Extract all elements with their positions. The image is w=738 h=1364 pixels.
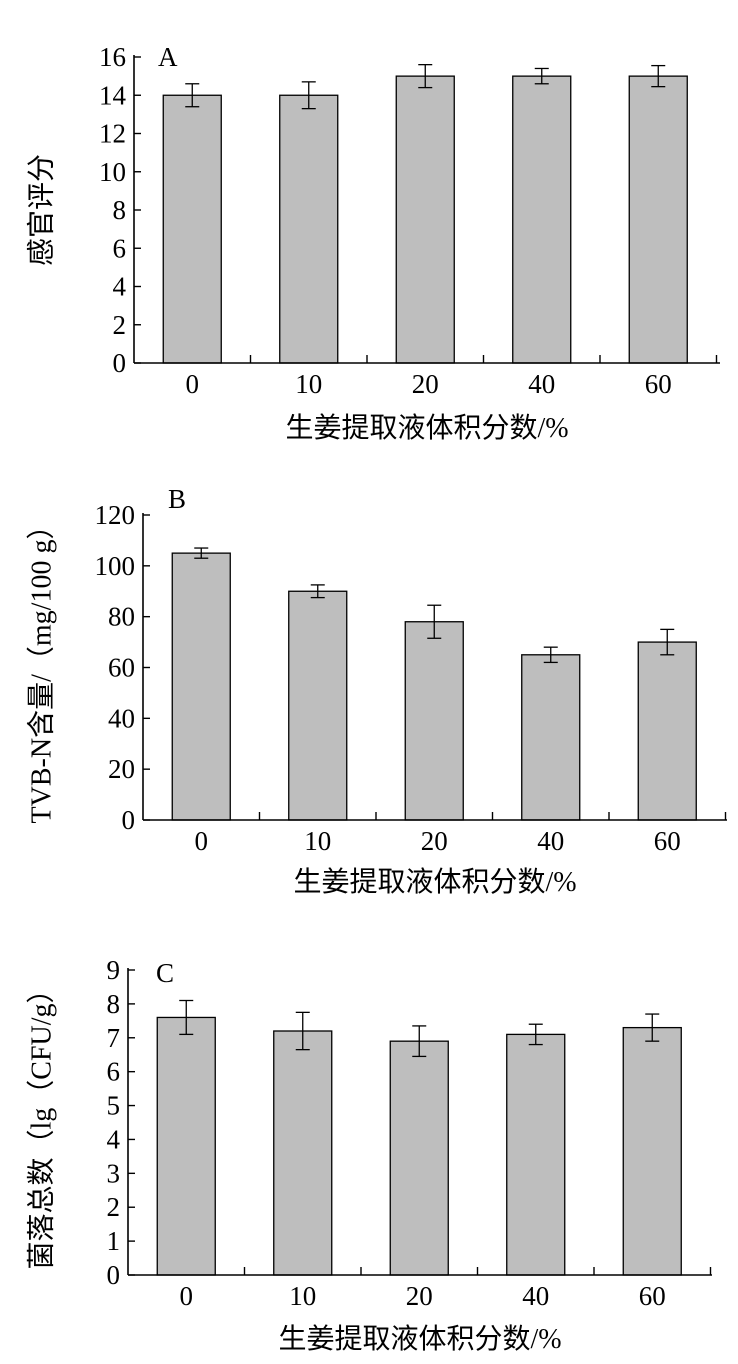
y-tick-label: 1 — [107, 1226, 121, 1256]
bar — [279, 94, 339, 364]
y-tick-label: 12 — [99, 119, 126, 149]
y-tick-label: 3 — [107, 1158, 121, 1188]
bar — [273, 1030, 333, 1276]
bar — [506, 1033, 566, 1276]
x-tick-label: 60 — [639, 1281, 666, 1311]
x-tick-label: 0 — [195, 826, 209, 856]
y-tick-label: 120 — [95, 500, 136, 530]
y-tick-label: 16 — [99, 42, 126, 72]
bar — [288, 590, 348, 821]
x-tick-label: 60 — [645, 369, 672, 399]
x-axis-title: 生姜提取液体积分数/% — [285, 412, 568, 444]
x-axis-title: 生姜提取液体积分数/% — [293, 866, 576, 898]
chart-panel-c: 0 1 2 3 45 6 7 8 9 0 10 20 40 60 C 生姜提取液体积分数/% 菌落总数（lg（C… — [26, 955, 712, 1355]
y-tick-label: 20 — [108, 754, 135, 784]
x-axis-title: 生姜提取液体积分数/% — [278, 1323, 561, 1355]
y-axis-title: 感官评分 — [26, 154, 58, 266]
y-tick-label: 2 — [107, 1192, 121, 1222]
x-tick-label: 20 — [406, 1281, 433, 1311]
bar — [171, 552, 231, 821]
y-tick-label: 8 — [113, 195, 127, 225]
x-tick-label: 20 — [421, 826, 448, 856]
y-tick-label: 0 — [107, 1260, 121, 1290]
panel-label: B — [168, 484, 186, 514]
y-tick-label: 0 — [113, 348, 127, 378]
x-tick-label: 20 — [412, 369, 439, 399]
y-tick-label: 2 — [113, 310, 127, 340]
bar — [404, 621, 464, 821]
bar — [628, 75, 688, 364]
chart-panel-b: 0 20 40 60 80 100 120 0 10 20 40 60 B 生姜提取液体积分数/% TVB-… — [26, 484, 727, 898]
y-tick-label: 4 — [113, 272, 127, 302]
chart-panel-a: 0 2 4 6 8 10 12 14 16 0 10 20 40 60 A 生姜提取液体积分数/% 感官评分 — [26, 42, 720, 444]
y-tick-label: 5 — [107, 1091, 121, 1121]
x-tick-label: 10 — [304, 826, 331, 856]
y-tick-label: 40 — [108, 703, 135, 733]
x-tick-label: 60 — [654, 826, 681, 856]
bar — [162, 94, 222, 364]
x-tick-label: 40 — [537, 826, 564, 856]
x-tick-label: 40 — [528, 369, 555, 399]
x-tick-label: 10 — [295, 369, 322, 399]
bar — [637, 641, 697, 821]
y-tick-label: 4 — [107, 1124, 121, 1154]
y-tick-label: 9 — [107, 955, 121, 985]
panel-label: A — [158, 42, 178, 72]
bar — [622, 1026, 682, 1276]
y-axis-title: TVB-N含量/（mg/100 g） — [26, 512, 58, 824]
y-tick-label: 80 — [108, 602, 135, 632]
bar — [395, 75, 455, 364]
bar — [389, 1040, 449, 1276]
y-tick-label: 6 — [113, 233, 127, 263]
bar — [512, 75, 572, 364]
x-tick-label: 40 — [522, 1281, 549, 1311]
y-tick-label: 10 — [99, 157, 126, 187]
x-tick-label: 0 — [180, 1281, 194, 1311]
y-tick-label: 7 — [107, 1023, 121, 1053]
y-tick-label: 60 — [108, 653, 135, 683]
bar — [521, 654, 581, 821]
x-tick-label: 0 — [186, 369, 200, 399]
y-tick-label: 8 — [107, 989, 121, 1019]
y-tick-label: 14 — [99, 80, 127, 110]
y-tick-label: 6 — [107, 1057, 121, 1087]
y-tick-label: 100 — [95, 551, 136, 581]
x-tick-label: 10 — [289, 1281, 316, 1311]
bar — [156, 1016, 216, 1276]
y-axis-title: 菌落总数（lg（CFU/g） — [26, 975, 58, 1269]
y-tick-label: 0 — [122, 805, 136, 835]
panel-label: C — [156, 958, 174, 988]
